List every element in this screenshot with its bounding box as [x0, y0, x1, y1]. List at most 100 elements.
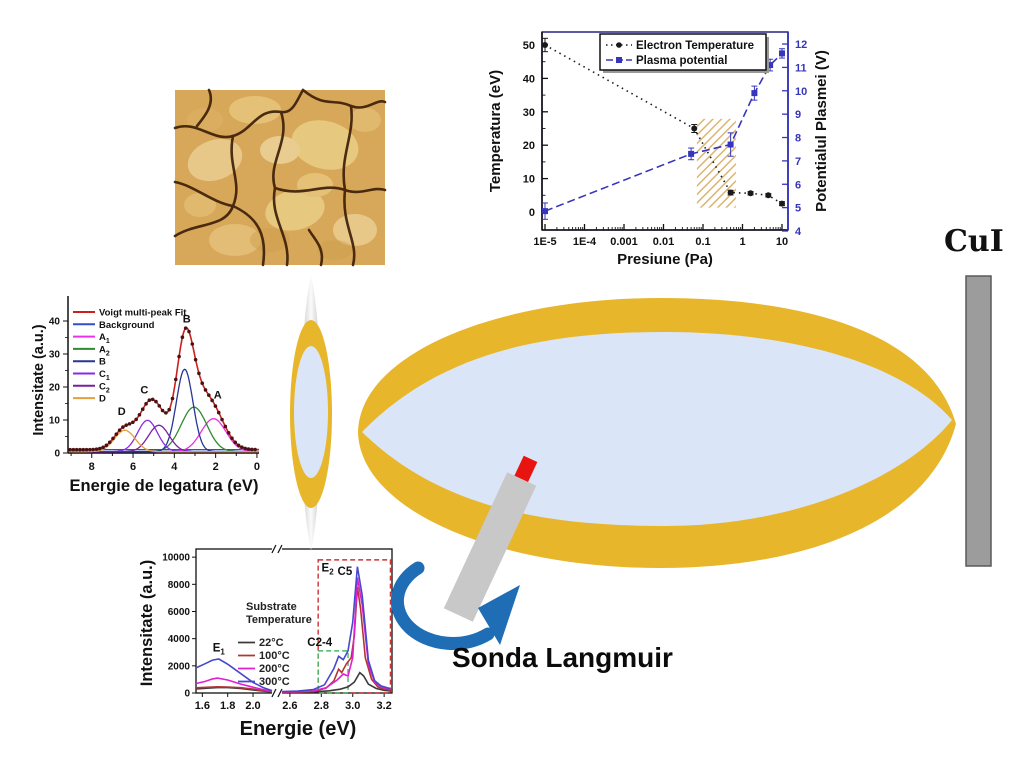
- svg-text:2: 2: [213, 461, 219, 473]
- svg-text:C: C: [140, 385, 148, 397]
- series-plasma-potential: [542, 48, 785, 220]
- svg-text:Energie (eV): Energie (eV): [240, 718, 357, 740]
- plasma-parameters-chart: 1E-5 1E-4 0.001 0.01 0.1 1 10 Presiune (Pa) 0 10 2…: [487, 31, 830, 268]
- svg-text:4: 4: [795, 226, 802, 238]
- svg-text:100°C: 100°C: [259, 650, 290, 662]
- svg-text:10000: 10000: [162, 553, 190, 564]
- svg-text:1E-4: 1E-4: [573, 236, 597, 248]
- svg-text:8: 8: [89, 461, 95, 473]
- series-22°C: [195, 671, 391, 694]
- component-A2: [69, 406, 259, 453]
- data-markers: [68, 326, 257, 452]
- arrow-arc: [390, 561, 495, 650]
- svg-text:7: 7: [795, 156, 801, 168]
- svg-text:1.6: 1.6: [195, 700, 210, 712]
- svg-text:4000: 4000: [168, 634, 191, 645]
- svg-text:4: 4: [171, 461, 178, 473]
- plasma-plume-small: [290, 276, 332, 550]
- svg-text:0: 0: [54, 449, 60, 460]
- svg-text:30: 30: [49, 350, 61, 361]
- langmuir-probe-label: Sonda Langmuir: [452, 642, 673, 673]
- langmuir-probe: [443, 455, 538, 622]
- svg-text:0: 0: [184, 689, 190, 700]
- afm-grains: [184, 96, 381, 260]
- svg-text:0: 0: [254, 461, 260, 473]
- legend: Electron Temperature Plasma potential: [599, 33, 769, 73]
- svg-text:A: A: [214, 390, 222, 402]
- series-300°C: [195, 566, 391, 693]
- fit-curve: [69, 327, 260, 451]
- svg-text:50: 50: [523, 40, 535, 52]
- cui-target: [965, 275, 992, 567]
- svg-text:2.0: 2.0: [245, 700, 260, 712]
- svg-text:3.0: 3.0: [345, 700, 360, 712]
- svg-text:E1: E1: [213, 643, 226, 657]
- svg-text:C2: C2: [99, 381, 110, 394]
- svg-text:10: 10: [523, 174, 535, 186]
- afm-grain-boundaries: [173, 88, 387, 267]
- component-D: [69, 429, 259, 453]
- svg-text:0.001: 0.001: [610, 236, 638, 248]
- svg-text:20: 20: [523, 140, 535, 152]
- svg-text:2.6: 2.6: [282, 700, 297, 712]
- svg-text:30: 30: [523, 107, 535, 119]
- svg-text:Presiune (Pa): Presiune (Pa): [617, 251, 713, 268]
- svg-text:20: 20: [49, 383, 61, 394]
- x-axis: 8 6 4 2 0 Energie de legatura (eV): [70, 453, 260, 495]
- svg-text:B: B: [183, 314, 191, 326]
- svg-text:1.8: 1.8: [220, 700, 235, 712]
- svg-text:Intensitate (a.u.): Intensitate (a.u.): [138, 560, 156, 687]
- afm-surface-image: [173, 88, 387, 267]
- svg-text:6000: 6000: [168, 607, 191, 618]
- svg-text:E2: E2: [322, 562, 335, 576]
- annotation-boxes: [317, 559, 392, 694]
- svg-text:1: 1: [739, 236, 745, 248]
- svg-text:C2-4: C2-4: [307, 637, 333, 649]
- svg-text:Intensitate (a.u.): Intensitate (a.u.): [31, 324, 47, 435]
- svg-text:0.01: 0.01: [653, 236, 674, 248]
- svg-text:1E-5: 1E-5: [533, 236, 556, 248]
- svg-text:6: 6: [130, 461, 136, 473]
- svg-text:11: 11: [795, 62, 807, 74]
- svg-text:Plasma potential: Plasma potential: [636, 55, 727, 67]
- svg-text:Substrate: Substrate: [246, 601, 297, 613]
- svg-text:200°C: 200°C: [259, 663, 290, 675]
- arrow-head: [478, 585, 520, 645]
- rotation-arrow-icon: [390, 561, 520, 650]
- svg-text:9: 9: [795, 109, 801, 121]
- svg-text:C5: C5: [338, 566, 353, 578]
- series-electron-temperature: [542, 37, 785, 207]
- svg-text:8000: 8000: [168, 580, 191, 591]
- svg-text:Electron Temperature: Electron Temperature: [636, 40, 754, 52]
- svg-text:40: 40: [523, 73, 535, 85]
- svg-text:300°C: 300°C: [259, 676, 290, 688]
- svg-text:0.1: 0.1: [695, 236, 710, 248]
- x-axis: 1.6 1.8 2.0 2.6 2.8 3.0 3.2 Energie (eV): [195, 693, 392, 740]
- lens-blue-core: [294, 346, 328, 478]
- svg-text:Temperatura (eV): Temperatura (eV): [487, 70, 504, 192]
- svg-text:22°C: 22°C: [259, 637, 284, 649]
- svg-text:2.8: 2.8: [314, 700, 329, 712]
- svg-text:2000: 2000: [168, 661, 191, 672]
- svg-text:C1: C1: [99, 369, 110, 382]
- svg-text:5: 5: [795, 203, 801, 215]
- svg-text:8: 8: [795, 133, 801, 145]
- svg-text:10: 10: [49, 416, 61, 427]
- svg-text:3.2: 3.2: [376, 700, 391, 712]
- svg-text:D: D: [118, 406, 126, 418]
- svg-text:Temperature: Temperature: [246, 614, 312, 626]
- cui-label: CuI: [944, 224, 1004, 259]
- svg-text:10: 10: [776, 236, 788, 248]
- right-axis: 4 5 6 7 8 9 10 11 12 Potentialul Plasmei (V): [782, 32, 830, 238]
- cui-target-bar: [965, 275, 992, 567]
- svg-text:10: 10: [795, 86, 807, 98]
- svg-text:Voigt multi-peak Fit: Voigt multi-peak Fit: [99, 308, 187, 319]
- svg-text:Energie de legatura (eV): Energie de legatura (eV): [70, 477, 259, 495]
- left-axis: 0 10 20 30 40 50 Temperatura (eV): [487, 40, 548, 219]
- y-axis: 0 2000 4000 6000 8000 10000 Intensitate (a.u.): [138, 553, 196, 700]
- component-curves: [69, 368, 259, 453]
